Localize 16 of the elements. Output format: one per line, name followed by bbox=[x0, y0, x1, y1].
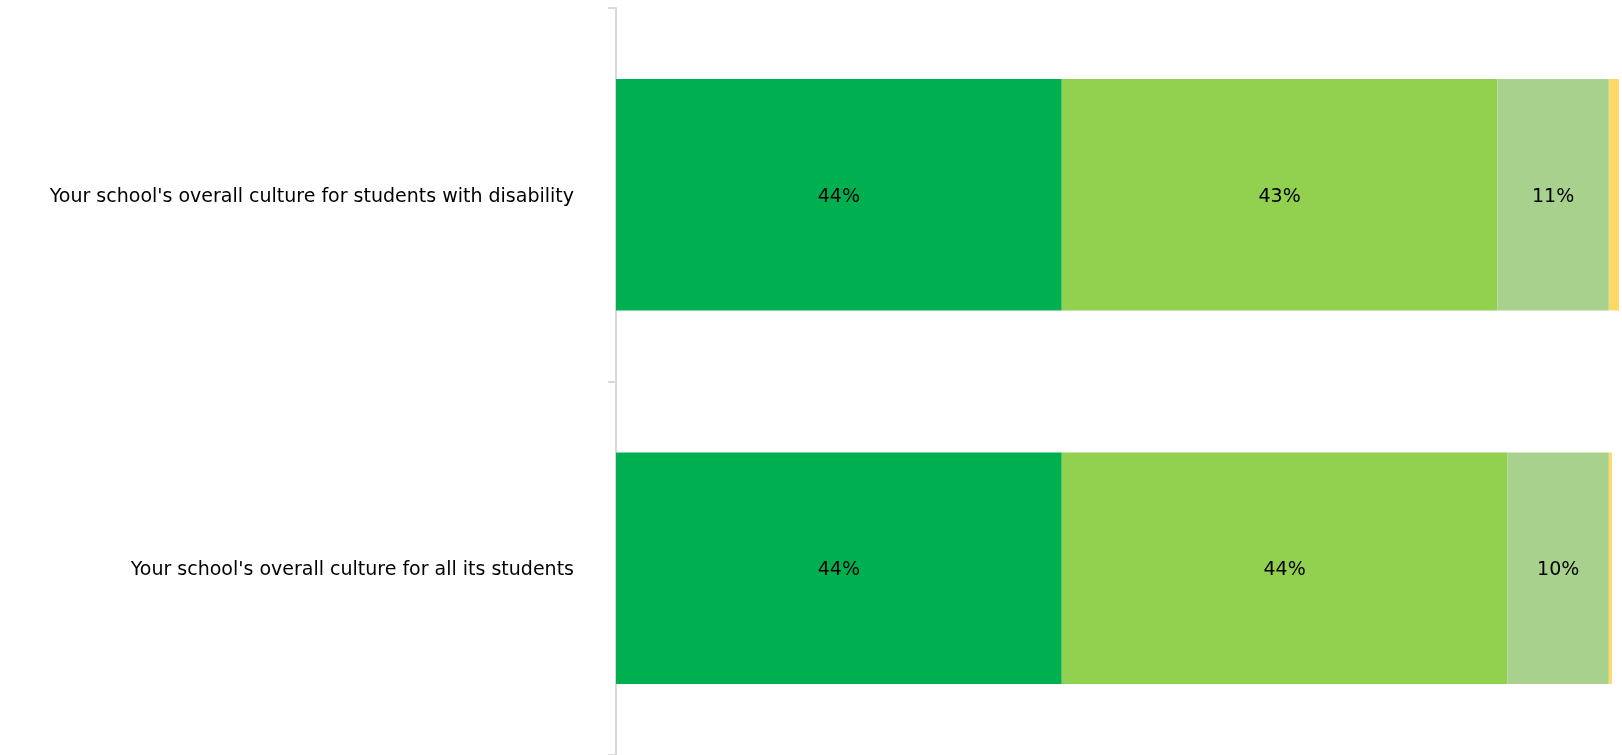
data-label: 44% bbox=[817, 557, 860, 580]
y-tick-label: Your school's overall culture for all its students bbox=[129, 557, 574, 580]
data-label: 10% bbox=[1537, 557, 1580, 580]
data-label: 44% bbox=[817, 183, 860, 206]
y-tick-label: Your school's overall culture for students with disability bbox=[48, 183, 574, 206]
bar bbox=[1507, 452, 1609, 685]
bar bbox=[1061, 78, 1498, 311]
bar bbox=[616, 452, 1062, 685]
data-label: 44% bbox=[1263, 557, 1306, 580]
data-label: 11% bbox=[1531, 183, 1575, 206]
data-label: 43% bbox=[1258, 183, 1301, 206]
bar bbox=[1608, 452, 1612, 685]
bar bbox=[616, 78, 1062, 311]
bar bbox=[1061, 452, 1508, 685]
bar bbox=[1608, 78, 1619, 311]
bar bbox=[1497, 78, 1609, 311]
